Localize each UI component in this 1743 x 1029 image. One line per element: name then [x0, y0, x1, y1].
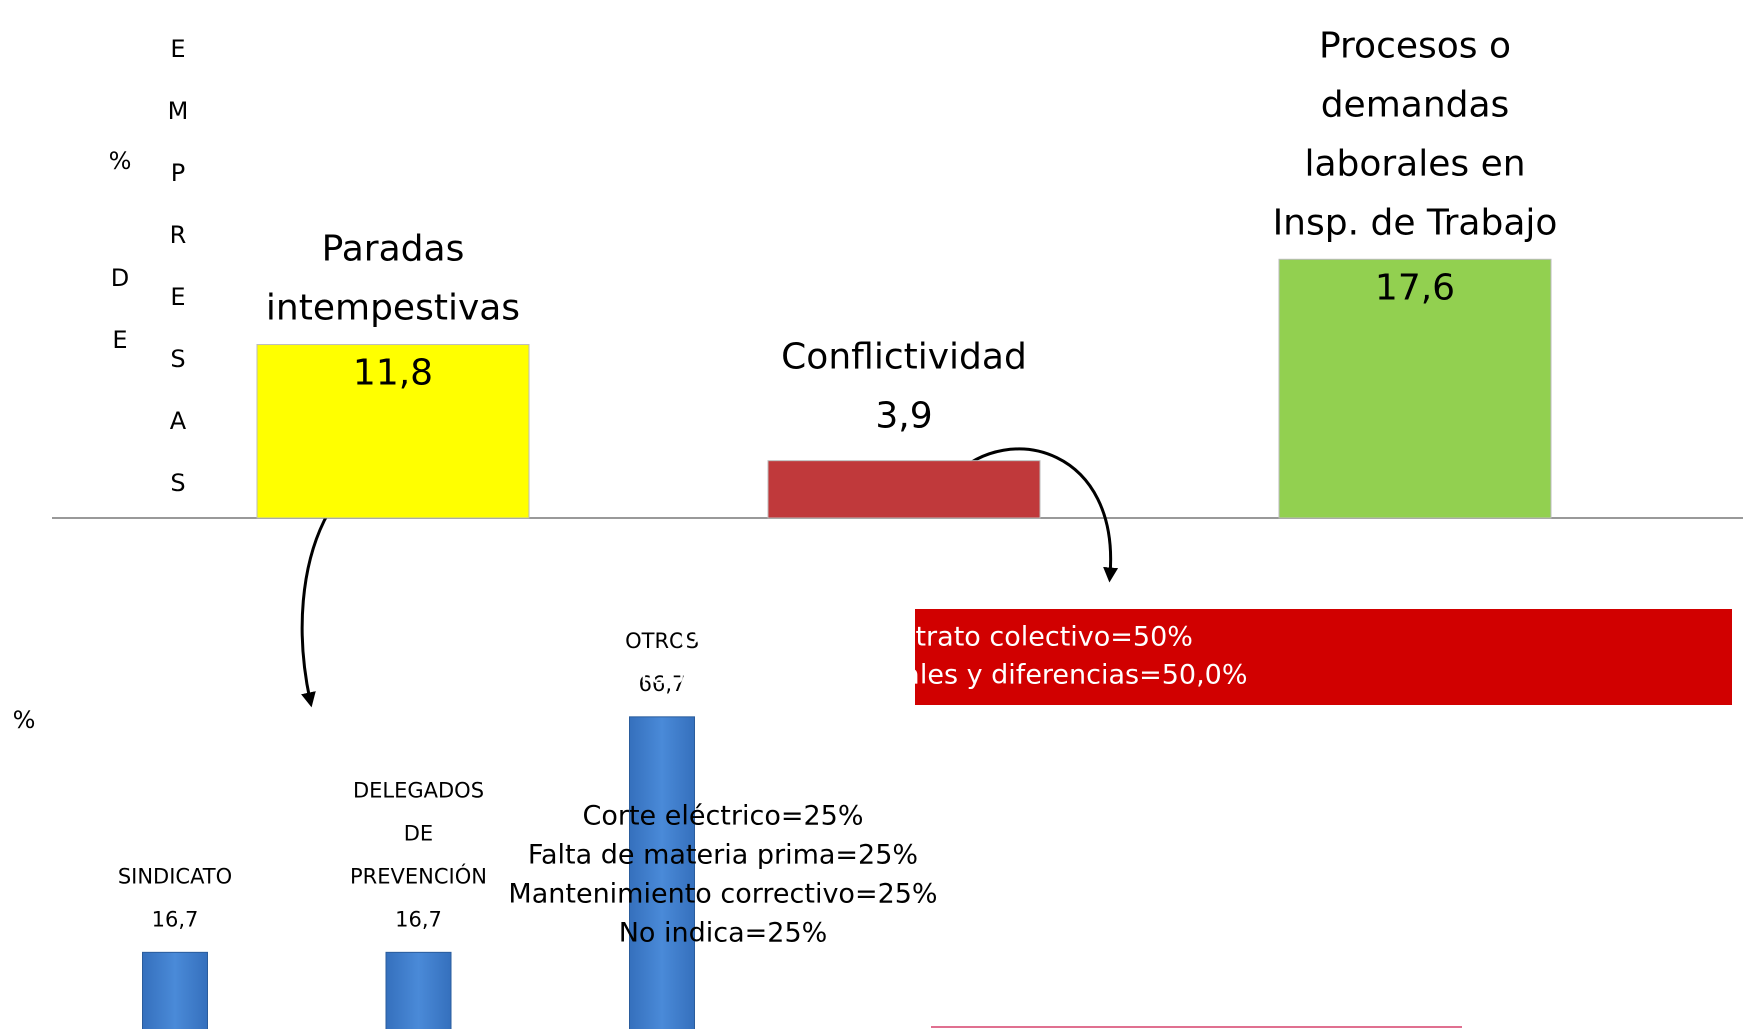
category-label: Procesos o	[1319, 25, 1511, 66]
category-label: Conflictividad	[781, 337, 1027, 378]
y-label: DE	[106, 264, 134, 388]
bar	[385, 951, 452, 1029]
annotation: Problemas contractuales y diferencias=50…	[624, 660, 1247, 691]
bar	[767, 460, 1041, 519]
category-label: OTROS	[625, 629, 699, 653]
value-label: 16,7	[152, 907, 199, 931]
value-label: 11,8	[353, 353, 433, 394]
category-label: DE	[404, 821, 433, 845]
annotation-box	[915, 609, 1732, 705]
annotation: Mantenimiento correctivo=25%	[508, 879, 937, 910]
category-label: PREVENCIÓN	[350, 863, 487, 888]
annotation: No indica=25%	[619, 918, 828, 949]
bar	[256, 344, 530, 519]
value-label: 3,9	[875, 396, 932, 437]
category-label: SINDICATO	[118, 864, 232, 888]
category-label: Insp. de Trabajo	[1273, 202, 1558, 243]
category-label: Paradas	[322, 229, 465, 270]
bar	[142, 951, 208, 1029]
y-label: %	[12, 706, 36, 734]
value-label: 17,6	[1375, 267, 1455, 308]
y-label: EMPRESAS	[164, 35, 192, 531]
annotation: Discusión del contrato colectivo=50%	[679, 622, 1193, 653]
category-label: laborales en	[1304, 143, 1525, 184]
y-label: %	[108, 147, 132, 175]
bar	[629, 716, 695, 1029]
category-label: demandas	[1321, 84, 1510, 125]
category-label: DELEGADOS	[353, 778, 484, 802]
value-label: 66,7	[639, 672, 686, 696]
bar	[1278, 258, 1552, 519]
value-label: 16,7	[395, 907, 442, 931]
category-label: intempestivas	[266, 288, 520, 329]
annotation: Corte eléctrico=25%	[582, 801, 863, 832]
annotation: Falta de materia prima=25%	[528, 840, 918, 871]
arrow	[952, 447, 1119, 583]
